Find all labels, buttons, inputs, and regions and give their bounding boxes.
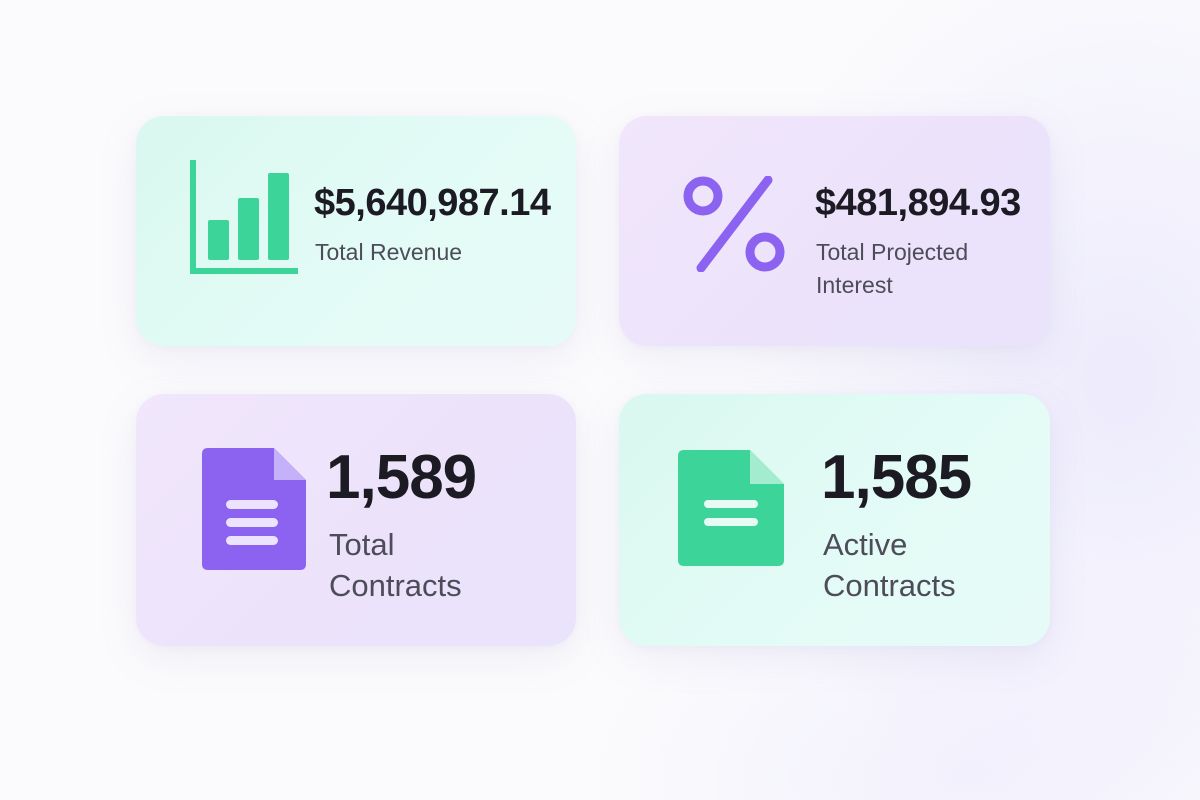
bar-chart-icon [190,160,298,274]
active-contracts-card: 1,585 Active Contracts [619,394,1050,646]
total-projected-interest-label: Total Projected Interest [816,239,969,298]
total-revenue-value: $5,640,987.14 [314,182,551,224]
percent-icon [683,176,785,272]
document-icon [202,448,306,570]
total-projected-interest-card: $481,894.93 Total Projected Interest [619,116,1050,346]
total-contracts-card: 1,589 Total Contracts [136,394,576,646]
total-revenue-card: $5,640,987.14 Total Revenue [136,116,576,346]
total-contracts-value: 1,589 [326,443,477,512]
active-contracts-label: Active Contracts [823,527,956,603]
total-contracts-label: Total Contracts [329,527,462,603]
active-contracts-value: 1,585 [821,443,972,512]
document-icon [678,450,784,566]
total-projected-interest-value: $481,894.93 [815,182,1021,224]
total-revenue-label: Total Revenue [315,239,463,265]
